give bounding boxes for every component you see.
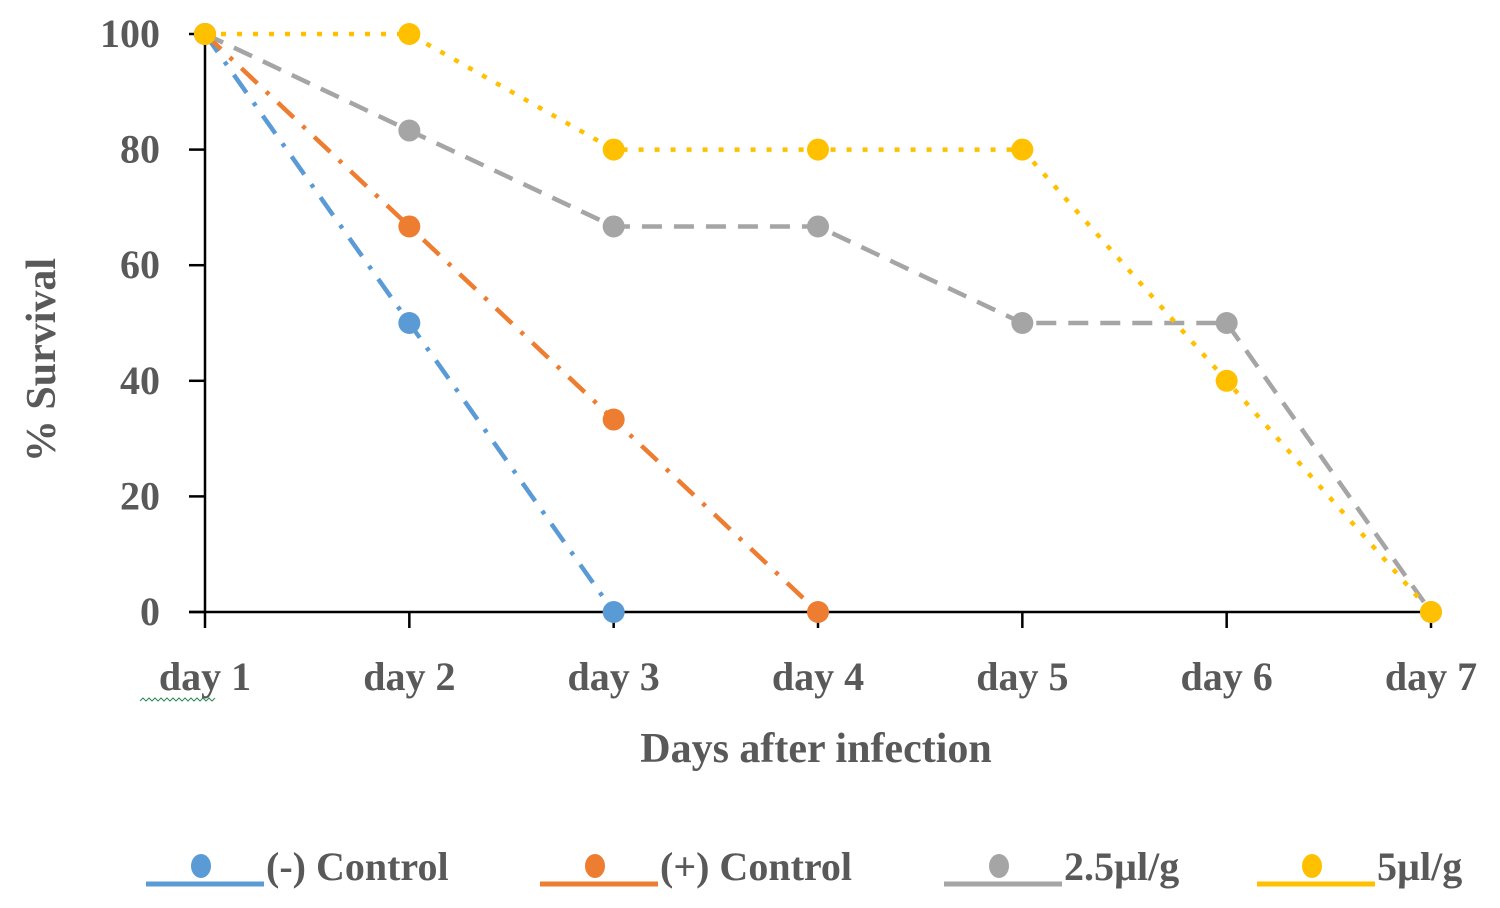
data-point [602,215,625,238]
series-line [204,31,1433,614]
axes [189,32,1433,628]
y-axis-title: % Survival [19,258,65,462]
data-point [398,119,421,142]
series-1 [194,23,829,623]
y-tick-label: 60 [120,242,160,287]
x-tick-label: day 1 [159,654,251,699]
legend-label: 5µl/g [1377,844,1462,889]
data-point [1215,312,1238,334]
data-point [1420,601,1442,623]
data-point [807,138,829,161]
data-point [398,23,421,45]
legend-label: (+) Control [660,844,852,889]
legend-swatch-marker [1302,854,1322,878]
x-axis-title: Days after infection [640,726,991,772]
data-point [602,601,625,623]
data-point [602,408,625,431]
legend-label: 2.5µl/g [1064,844,1179,889]
x-tick-label: day 4 [772,654,864,699]
spellcheck-squiggle [139,697,216,702]
data-point [398,312,421,334]
data-point [194,23,216,45]
data-point [1011,312,1034,334]
legend: (-) Control (+) Control 2.5µl/g 5µl/g [146,844,1462,889]
x-tick-label: day 5 [976,654,1068,699]
legend-swatch-marker [585,854,605,878]
legend-item: 2.5µl/g [944,844,1179,889]
legend-swatch-marker [191,854,211,878]
series-2 [194,23,1442,623]
y-tick-label: 80 [120,127,160,172]
legend-label: (-) Control [266,844,449,889]
data-point [807,215,829,238]
y-tick-label: 20 [120,473,160,518]
legend-item: (-) Control [146,844,449,889]
series-3 [194,23,1442,623]
data-point [1215,369,1238,392]
x-tick-label: day 7 [1385,654,1477,699]
y-tick-label: 40 [120,358,160,403]
data-point [602,138,625,161]
x-tick-label: day 6 [1181,654,1273,699]
y-tick-labels: 0 20 40 60 80 100 [100,11,160,634]
y-tick-label: 0 [140,589,160,634]
legend-item: 5µl/g [1257,844,1462,889]
x-tick-label: day 3 [568,654,660,699]
x-tick-labels: day 1 day 2 day 3 day 4 day 5 day 6 day 7 [139,654,1477,702]
series-layer [194,23,1442,623]
data-point [1011,138,1034,161]
x-tick-label: day 2 [363,654,455,699]
series-line [203,32,820,614]
series-0 [194,23,625,623]
data-point [398,215,421,238]
legend-item: (+) Control [540,844,852,889]
y-tick-label: 100 [100,11,160,56]
data-point [807,601,829,623]
legend-swatch-marker [989,854,1009,878]
